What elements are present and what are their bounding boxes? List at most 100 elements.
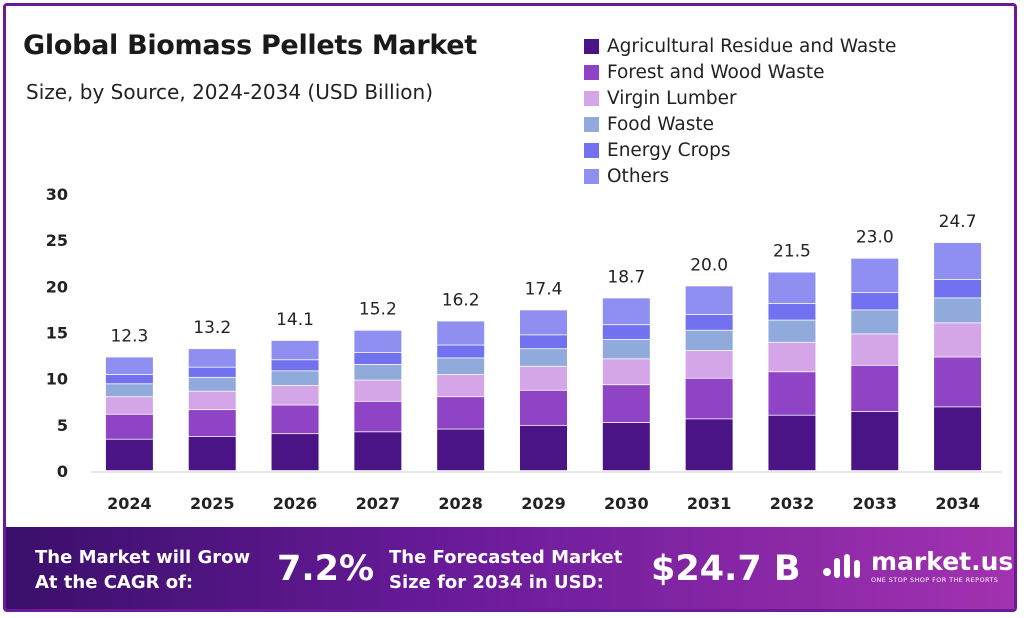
x-tick-label: 2034 [935,494,980,513]
bar-segment [354,401,402,432]
bar-segment [934,407,982,471]
x-tick-label: 2026 [273,494,318,513]
x-tick-label: 2030 [604,494,649,513]
bar-total-label: 17.4 [525,279,563,299]
legend-swatch [584,116,599,132]
bar-total-label: 21.5 [773,241,811,261]
bar-segment [685,314,733,330]
y-tick-label: 30 [46,185,68,204]
bar-segment [437,358,485,375]
bar-total-label: 23.0 [856,228,894,248]
bar-segment [271,340,319,360]
bar-segment [105,439,153,471]
infographic-frame: Global Biomass Pellets Market Size, by S… [3,3,1017,612]
bar-total-label: 15.2 [359,300,397,320]
bar-segment [437,321,485,345]
bar-segment [851,310,899,334]
market-us-logo-icon [823,553,860,578]
chart-legend: Agricultural Residue and Waste Forest and… [584,33,896,189]
bar-total-label: 16.2 [442,290,480,310]
brand-logo: market.us ONE STOP SHOP FOR THE REPORTS [821,549,1013,584]
legend-item: Energy Crops [584,137,896,163]
legend-label: Energy Crops [607,139,731,161]
bar-segment [685,330,733,351]
bar-segment [271,360,319,371]
bar-segment [602,385,650,423]
bar-total-label: 14.1 [276,310,314,330]
legend-item: Virgin Lumber [584,85,896,111]
forecast-caption-line2: Size for 2034 in USD: [389,572,604,593]
x-tick-label: 2032 [770,494,815,513]
chart-subtitle: Size, by Source, 2024-2034 (USD Billion) [26,80,433,104]
legend-swatch [584,142,599,158]
bar-segment [105,384,153,397]
bar-total-label: 12.3 [110,326,148,346]
bar-segment [768,372,816,415]
bar-segment [354,432,402,471]
brand-tagline: ONE STOP SHOP FOR THE REPORTS [871,576,999,584]
bar-total-label: 13.2 [193,318,231,338]
bar-segment [685,286,733,315]
legend-swatch [584,38,599,54]
bar-segment [437,397,485,429]
y-tick-label: 15 [46,324,68,343]
bar-segment [105,414,153,439]
bar-segment [851,411,899,471]
bar-segment [602,359,650,385]
x-tick-label: 2029 [521,494,566,513]
bar-segment [934,323,982,357]
bar-segment [520,335,567,349]
bar-segment [934,279,982,298]
legend-label: Agricultural Residue and Waste [607,35,897,57]
y-tick-label: 5 [57,416,68,435]
bar-segment [105,357,153,375]
bar-segment [602,422,650,471]
bar-segment [768,303,816,320]
legend-item: Forest and Wood Waste [584,59,896,85]
cagr-caption: The Market will Grow At the CAGR of: [35,545,250,595]
bar-segment [768,272,816,304]
bar-segment [602,298,650,325]
brand-name: market.us [871,547,1014,576]
legend-swatch [584,64,599,80]
forecast-value: $24.7 B [651,549,801,589]
x-tick-label: 2028 [438,494,483,513]
bar-segment [934,298,982,323]
x-tick-label: 2027 [356,494,401,513]
cagr-caption-line2: At the CAGR of: [35,572,194,593]
bar-segment [602,339,650,359]
bar-segment [105,374,153,384]
summary-banner: The Market will Grow At the CAGR of: 7.2… [6,527,1014,609]
bar-segment [271,405,319,434]
cagr-caption-line1: The Market will Grow [35,547,251,568]
bar-segment [437,429,485,471]
y-tick-label: 0 [57,462,68,481]
y-tick-label: 10 [46,370,68,389]
bar-segment [437,374,485,397]
bar-segment [851,334,899,365]
y-tick-label: 20 [46,277,68,296]
x-tick-label: 2033 [853,494,898,513]
bar-segment [768,342,816,372]
x-tick-label: 2025 [190,494,235,513]
bar-segment [934,242,982,280]
bar-segment [188,367,236,377]
bar-segment [685,350,733,378]
bar-segment [105,397,153,414]
legend-label: Virgin Lumber [607,87,737,109]
bar-segment [520,390,567,425]
legend-swatch [584,168,599,184]
bar-segment [437,345,485,358]
bar-segment [768,415,816,471]
bar-total-label: 18.7 [607,267,645,287]
bar-segment [188,349,236,367]
bar-segment [188,436,236,471]
bar-segment [851,365,899,412]
legend-swatch [584,90,599,106]
bar-segment [520,310,567,335]
legend-item: Agricultural Residue and Waste [584,33,896,59]
bar-segment [685,419,733,471]
x-tick-label: 2031 [687,494,732,513]
bar-segment [851,258,899,292]
bar-total-label: 24.7 [939,212,977,232]
